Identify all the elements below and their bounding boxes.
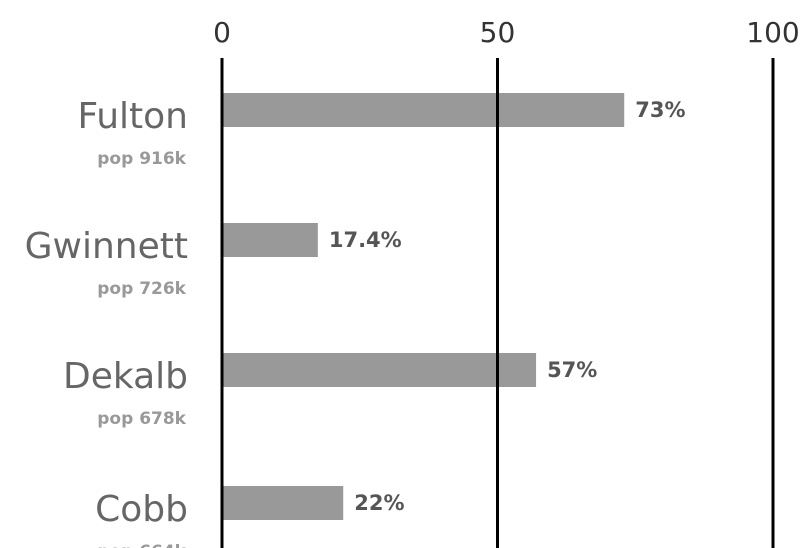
category-label-cobb: Cobb [95,489,188,530]
value-label-gwinnett: 17.4% [329,228,402,252]
value-label-dekalb: 57% [547,358,597,382]
category-label-fulton: Fulton [77,96,188,137]
population-label-gwinnett: pop 726k [97,279,186,299]
value-label-fulton: 73% [635,98,685,122]
bar-dekalb [222,353,537,387]
bar-cobb [222,486,344,520]
value-label-cobb: 22% [354,491,404,515]
tick-label-100: 100 [746,16,799,49]
population-label-dekalb: pop 678k [97,409,186,429]
category-label-dekalb: Dekalb [63,356,188,397]
population-label-cobb: pop 664k [97,542,186,548]
tick-label-0: 0 [213,16,231,49]
category-label-gwinnett: Gwinnett [25,226,188,267]
population-label-fulton: pop 916k [97,149,186,169]
bar-fulton [222,93,625,127]
tick-label-50: 50 [480,16,516,49]
bar-gwinnett [222,223,318,257]
